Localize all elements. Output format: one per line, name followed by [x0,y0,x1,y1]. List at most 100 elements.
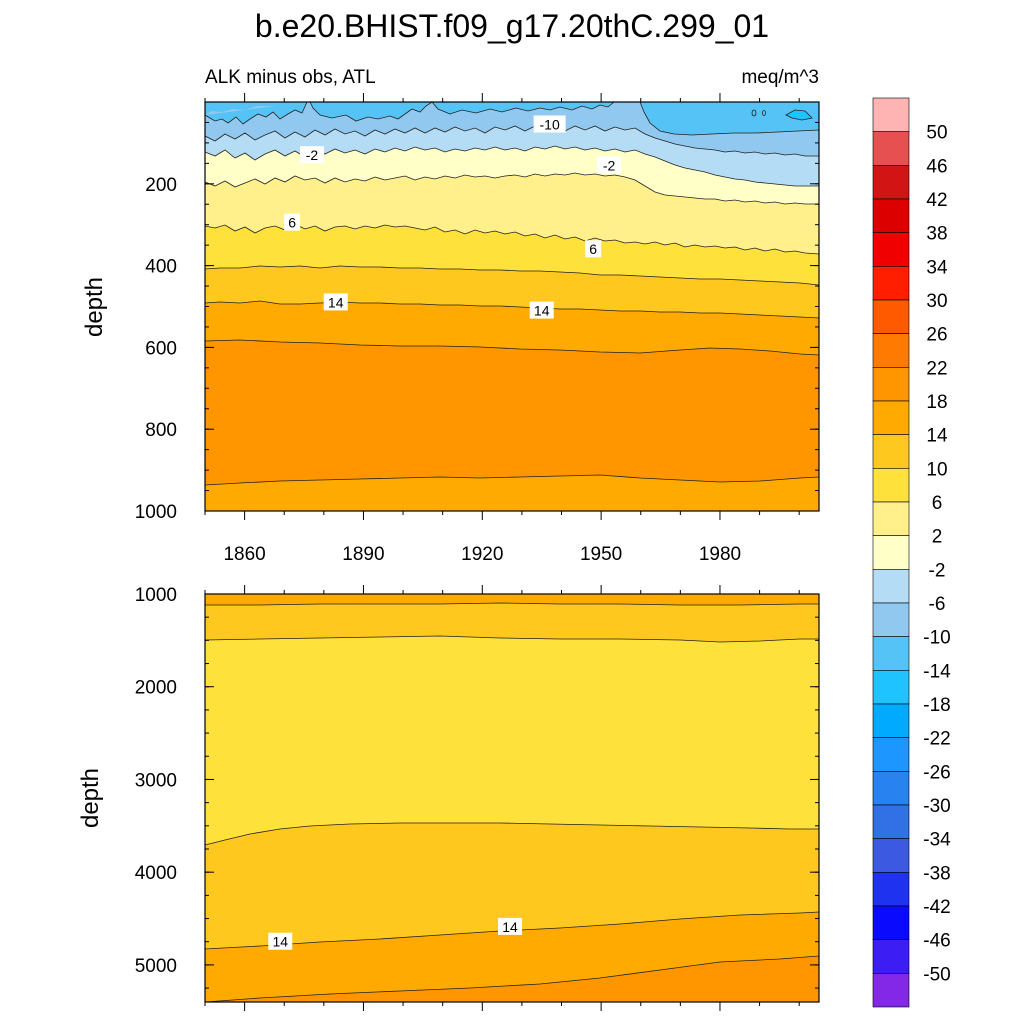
colorbar-label: 2 [932,527,943,548]
colorbar-swatch [872,771,910,806]
y-tick-label: 400 [145,257,177,278]
colorbar-label: -34 [923,830,951,851]
colorbar-swatch [872,670,910,705]
y-tick-label: 1000 [135,502,177,523]
contour-label: 6 [288,215,296,231]
lower-contour-fill: 14 14 [205,594,819,1002]
colorbar-label: -46 [923,931,950,952]
colorbar-label: 50 [926,123,947,144]
upper-panel: -10 -2 -2 6 6 14 14 200 400 600 800 1000 1860 1890 19… [135,93,820,565]
contour-label: -2 [603,157,616,173]
colorbar-label: 46 [926,156,947,177]
cold-patch-3 [432,102,614,114]
contour-label-box [529,301,554,319]
cold-patch-4 [640,102,819,135]
colorbar-label: -38 [923,863,950,884]
colorbar-swatch [872,939,910,974]
band-10-14-upper [205,594,819,642]
y-tick-label: 200 [145,175,177,196]
lower-contour-lines [205,602,819,1002]
colorbar-label: -10 [923,628,950,649]
contour-label-box [284,213,301,231]
y-tick-label: 2000 [135,678,177,699]
contour-label: 14 [502,919,518,935]
colorbar-swatch [872,131,910,166]
band-6-10-mid [205,594,819,845]
contour-label-box [323,293,348,311]
colorbar-label: -50 [923,964,950,985]
colorbar-label: -30 [923,796,950,817]
contour-label-box [498,917,523,935]
colorbar-swatch [872,703,910,738]
contour-label-box [533,115,566,133]
colorbar-label: 26 [926,325,947,346]
contour-label: -10 [540,116,560,132]
colorbar-label: -2 [929,560,946,581]
x-tick-label: 1980 [699,544,741,565]
colorbar-swatch [872,838,910,873]
contour-label: 14 [534,303,550,319]
colorbar-swatch [872,602,910,637]
y-tick-label: 600 [145,338,177,359]
colorbar-label: -26 [923,762,950,783]
colorbar-label: 10 [926,459,947,480]
colorbar-label: -14 [923,661,951,682]
colorbar-swatch [872,434,910,469]
y-tick-label: 5000 [135,956,177,977]
x-tick-label: 1890 [342,544,384,565]
subtitle-left: ALK minus obs, ATL [205,67,376,88]
colorbar-swatch [872,973,910,1008]
colorbar-swatch [872,535,910,570]
colorbar-swatch [872,804,910,839]
colorbar-label: -18 [923,695,950,716]
colorbar-swatch [872,299,910,334]
upper-axis-ticks: 200 400 600 800 1000 1860 1890 1920 1950 1980 [135,93,819,565]
colorbar-swatch [872,636,910,671]
upper-ylabel: depth [81,277,108,337]
colorbar-swatch [872,198,910,233]
x-tick-label: 1920 [461,544,503,565]
contour-label-box [597,156,622,174]
colorbar: 50 46 42 38 34 30 26 22 18 14 10 6 2 -2 -6 -10 -14 -18 -22… [872,97,951,1008]
colorbar-label: 30 [926,291,947,312]
lower-contour-labels: 14 14 [268,917,523,950]
y-tick-label: 3000 [135,770,177,791]
colorbar-label: 42 [926,190,947,211]
contour-label: 14 [328,294,344,310]
colorbar-swatch [872,232,910,267]
contour-label: -2 [306,147,319,163]
band-14-18-upper [205,594,819,605]
contour-label-box [268,932,293,950]
contour-label: 14 [272,934,288,950]
colorbar-swatch [872,501,910,536]
x-tick-label: 1860 [223,544,265,565]
colorbar-label: 38 [926,224,947,245]
colorbar-swatch [872,468,910,503]
colorbar-label: 14 [926,426,948,447]
y-tick-label: 4000 [135,863,177,884]
colorbar-label: 6 [932,493,943,514]
x-tick-label: 1950 [580,544,622,565]
colorbar-swatch [872,97,910,132]
colorbar-label: -22 [923,729,950,750]
colorbar-swatch [872,165,910,200]
colorbar-swatch [872,266,910,301]
y-tick-label: 1000 [135,585,177,606]
cold-patch-1b [205,102,303,115]
colorbar-label: 18 [926,392,947,413]
y-tick-label: 800 [145,420,177,441]
colorbar-swatch [872,905,910,940]
colorbar-label: 22 [926,358,947,379]
contour-label: 6 [589,241,597,257]
lower-plot-frame [204,593,820,1003]
colorbar-label: 34 [926,257,948,278]
lower-axis-ticks: 1000 2000 3000 4000 5000 [135,585,819,1011]
colorbar-swatch [872,400,910,435]
colorbar-swatch [872,367,910,402]
contour-label-box [585,240,602,258]
colorbar-label: -42 [923,897,950,918]
upper-contour-lines [205,102,819,486]
lower-ylabel: depth [77,768,104,828]
colorbar-swatch [872,333,910,368]
